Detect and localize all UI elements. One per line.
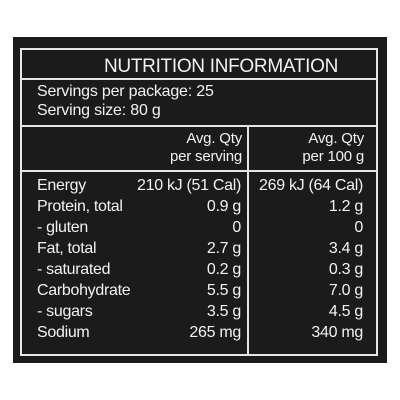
value-per-serving: 210 kJ (51 Cal) — [137, 177, 241, 194]
value-per-serving: 5.5 g — [206, 282, 241, 299]
divider-below-column-headers — [20, 170, 378, 172]
col-header-per-100g-line2: per 100 g — [302, 148, 364, 165]
value-per-serving: 0.9 g — [206, 198, 241, 215]
nutrient-label: - saturated — [37, 261, 111, 278]
value-per-serving: 2.7 g — [206, 240, 241, 257]
value-per-100g: 3.4 g — [328, 240, 363, 257]
value-per-serving: 0 — [232, 219, 241, 236]
nutrition-table-border — [20, 48, 378, 356]
serving-size: Serving size: 80 g — [37, 102, 161, 119]
value-per-100g: 7.0 g — [328, 282, 363, 299]
nutrient-label: Energy — [37, 177, 86, 194]
nutrient-label: Carbohydrate — [37, 282, 131, 299]
value-per-100g: 269 kJ (64 Cal) — [259, 177, 363, 194]
divider-below-serving-info — [20, 125, 378, 127]
nutrient-label: Fat, total — [37, 240, 97, 257]
value-per-serving: 3.5 g — [206, 303, 241, 320]
value-per-100g: 1.2 g — [328, 198, 363, 215]
nutrition-panel — [13, 37, 387, 363]
col-header-per-serving-line2: per serving — [169, 148, 242, 165]
column-divider-1 — [247, 125, 249, 354]
divider-below-title — [20, 78, 378, 80]
nutrient-label: Protein, total — [37, 198, 123, 215]
panel-title: NUTRITION INFORMATION — [104, 56, 338, 77]
value-per-100g: 0 — [354, 219, 363, 236]
value-per-serving: 0.2 g — [206, 261, 241, 278]
nutrient-label: - gluten — [37, 219, 88, 236]
col-header-per-100g-line1: Avg. Qty — [308, 130, 364, 147]
nutrient-label: - sugars — [37, 303, 93, 320]
value-per-serving: 265 mg — [189, 324, 241, 341]
servings-per-package: Servings per package: 25 — [37, 83, 214, 100]
value-per-100g: 0.3 g — [328, 261, 363, 278]
col-header-per-serving-line1: Avg. Qty — [186, 130, 242, 147]
nutrient-label: Sodium — [37, 324, 90, 341]
value-per-100g: 340 mg — [311, 324, 363, 341]
value-per-100g: 4.5 g — [328, 303, 363, 320]
